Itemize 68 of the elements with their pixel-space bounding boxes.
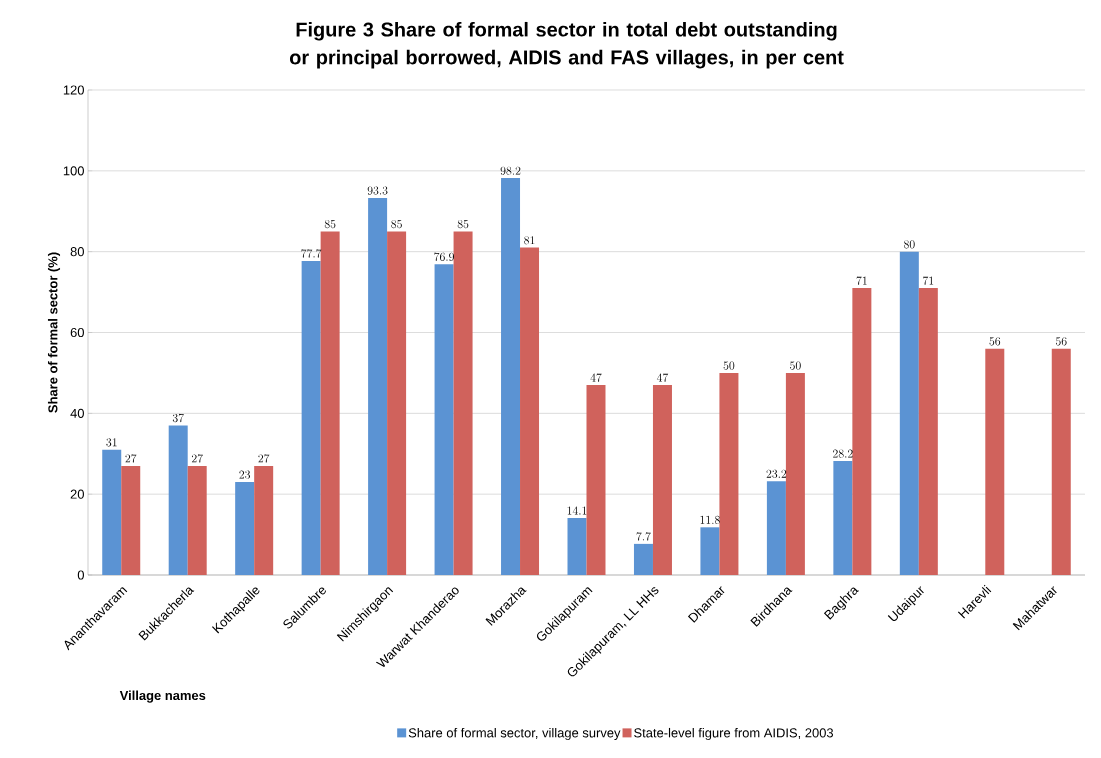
y-tick-label: 120 xyxy=(63,85,84,95)
bar xyxy=(833,461,853,575)
y-tick-label: 60 xyxy=(70,327,84,338)
data-label: 23 xyxy=(239,470,251,479)
bar xyxy=(368,197,388,575)
bar xyxy=(785,372,805,575)
data-label: 80 xyxy=(903,240,915,249)
bar xyxy=(918,288,938,575)
bar xyxy=(520,247,540,575)
bar xyxy=(187,465,207,575)
data-label: 56 xyxy=(1055,337,1067,346)
data-label: 27 xyxy=(125,454,137,463)
bar xyxy=(700,527,720,575)
bar xyxy=(719,372,739,575)
data-label: 98.2 xyxy=(500,166,521,175)
bar xyxy=(567,518,587,575)
data-label: 71 xyxy=(923,276,934,285)
bar xyxy=(387,231,407,575)
data-label: 76.9 xyxy=(434,252,454,261)
bar xyxy=(320,231,340,575)
data-label: 28.2 xyxy=(833,449,853,458)
bar xyxy=(633,543,653,575)
data-label: 93.3 xyxy=(367,186,388,195)
bar xyxy=(985,348,1005,575)
data-label: 85 xyxy=(324,219,336,229)
data-label: 14. 1 xyxy=(567,506,587,515)
y-tick-label: 0 xyxy=(77,570,84,580)
data-label: 47 xyxy=(656,373,669,382)
data-label: 27 xyxy=(258,454,270,463)
bar xyxy=(1051,348,1071,575)
data-label: 31 xyxy=(106,438,117,447)
y-tick-label: 40 xyxy=(70,408,84,418)
bar xyxy=(102,449,122,575)
bar xyxy=(434,264,454,575)
chart-title: Figure 3 Share of formal sector in total debt outstanding or principal borrowed, AIDIS and FAS villages, in per cent xyxy=(289,21,844,69)
bar xyxy=(766,481,786,575)
data-label: 23.2 xyxy=(766,469,787,478)
data-label: 37 xyxy=(172,413,184,423)
bar xyxy=(501,178,521,575)
bar xyxy=(168,425,188,575)
bar xyxy=(652,385,672,575)
bar xyxy=(301,260,321,575)
data-label: 47 xyxy=(590,373,602,382)
data-label: 7.7 xyxy=(636,532,651,541)
data-label: 27 xyxy=(191,454,203,463)
bar xyxy=(852,288,872,575)
y-tick-label: 80 xyxy=(70,247,84,257)
legend-label: Share of formal sector, village survey xyxy=(408,727,621,741)
y-tick-label: 20 xyxy=(70,489,84,499)
y-axis-title: Share of formal sector (%) xyxy=(47,252,61,413)
x-axis-title: Village names xyxy=(119,690,206,703)
data-label: 85 xyxy=(457,219,469,229)
data-label: 56 xyxy=(989,337,1001,346)
data-label: 85 xyxy=(391,219,402,229)
bar xyxy=(235,482,255,575)
legend-label: State-level figure from AIDIS, 2003 xyxy=(634,727,834,741)
data-label: 50 xyxy=(790,361,801,370)
data-label: 11 .8 xyxy=(700,515,720,525)
data-label: 81 xyxy=(524,236,535,245)
data-label: 71 xyxy=(856,276,867,285)
data-label: 50 xyxy=(723,361,735,370)
bar xyxy=(453,231,473,575)
bar xyxy=(121,465,141,575)
data-label: 77.7 xyxy=(301,249,322,258)
bar xyxy=(899,251,919,575)
bar xyxy=(586,385,606,575)
bar xyxy=(254,465,274,575)
y-tick-label: 100 xyxy=(63,166,84,176)
